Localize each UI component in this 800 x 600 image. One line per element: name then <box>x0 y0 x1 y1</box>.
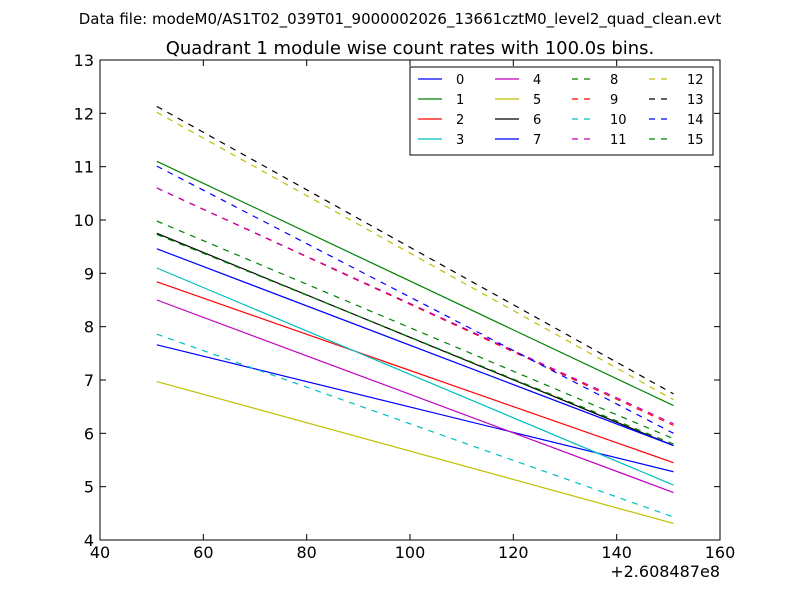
legend-label-0: 0 <box>456 73 464 88</box>
series-line-0 <box>156 344 674 473</box>
series-line-3 <box>156 267 674 486</box>
figure-suptitle: Data file: modeM0/AS1T02_039T01_90000020… <box>79 10 722 29</box>
legend-label-10: 10 <box>610 113 627 128</box>
y-tick-label: 7 <box>84 371 94 390</box>
series-line-2 <box>156 281 674 464</box>
legend-label-1: 1 <box>456 93 464 108</box>
series-line-4 <box>156 299 674 494</box>
y-tick-label: 6 <box>84 424 94 443</box>
y-tick-label: 5 <box>84 478 94 497</box>
legend-label-13: 13 <box>687 93 704 108</box>
series-line-9 <box>156 187 674 426</box>
legend-label-12: 12 <box>687 73 704 88</box>
x-axis-offset-label: +2.608487e8 <box>610 562 720 581</box>
x-tick-label: 40 <box>90 543 110 562</box>
legend-label-8: 8 <box>610 73 618 88</box>
y-tick-label: 4 <box>84 531 94 550</box>
series-line-14 <box>156 165 674 434</box>
legend-label-7: 7 <box>533 133 541 148</box>
y-tick-label: 8 <box>84 318 94 337</box>
series-line-13 <box>156 105 674 395</box>
legend-label-15: 15 <box>687 133 704 148</box>
y-tick-label: 10 <box>74 211 94 230</box>
x-tick-label: 160 <box>705 543 736 562</box>
y-tick-label: 12 <box>74 104 94 123</box>
x-tick-label: 80 <box>296 543 316 562</box>
legend-label-2: 2 <box>456 113 464 128</box>
legend-label-4: 4 <box>533 73 541 88</box>
legend-label-5: 5 <box>533 93 541 108</box>
y-tick-label: 13 <box>74 51 94 70</box>
series-line-7 <box>156 248 674 447</box>
y-tick-label: 9 <box>84 264 94 283</box>
legend-label-3: 3 <box>456 133 464 148</box>
series-layer <box>156 105 674 525</box>
series-line-12 <box>156 111 674 401</box>
x-tick-label: 60 <box>193 543 213 562</box>
x-tick-label: 100 <box>395 543 426 562</box>
series-line-15 <box>156 233 674 445</box>
x-tick-label: 140 <box>601 543 632 562</box>
legend-label-9: 9 <box>610 93 618 108</box>
x-tick-label: 120 <box>498 543 529 562</box>
legend-label-14: 14 <box>687 113 704 128</box>
series-line-1 <box>156 160 674 407</box>
chart-title: Quadrant 1 module wise count rates with … <box>166 38 655 59</box>
series-line-8 <box>156 220 674 440</box>
y-tick-label: 11 <box>74 158 94 177</box>
legend-label-11: 11 <box>610 133 627 148</box>
series-line-10 <box>156 333 674 518</box>
series-line-11 <box>156 187 674 425</box>
legend-box <box>409 66 714 156</box>
legend-label-6: 6 <box>533 113 541 128</box>
series-line-5 <box>156 381 674 525</box>
